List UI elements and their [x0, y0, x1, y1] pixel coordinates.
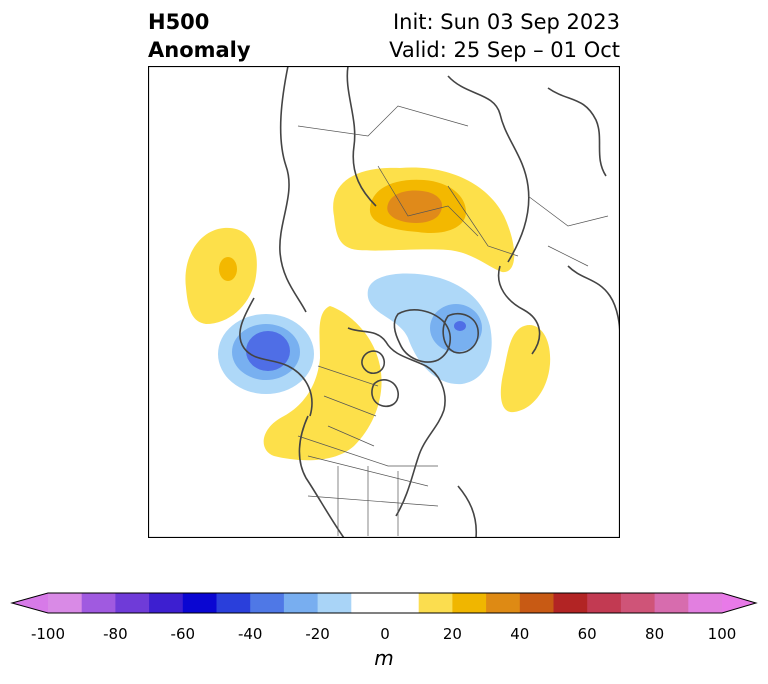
- colorbar-over-arrow: [722, 593, 756, 613]
- colorbar-bin: [688, 593, 723, 613]
- colorbar-bin: [81, 593, 116, 613]
- colorbar-bin: [182, 593, 217, 613]
- colorbar-bin: [486, 593, 521, 613]
- colorbar-bin: [250, 593, 285, 613]
- colorbar-tick-label: -40: [237, 625, 263, 643]
- init-date: Init: Sun 03 Sep 2023: [392, 10, 620, 34]
- negative-anomaly-alaska: [218, 314, 314, 394]
- colorbar-tick-label: -60: [170, 625, 196, 643]
- colorbar-bin: [283, 593, 319, 613]
- title-variable: H500: [148, 10, 210, 34]
- colorbar-tick-label: 40: [510, 625, 530, 643]
- colorbar-bin: [149, 593, 184, 613]
- title-field: Anomaly: [148, 38, 251, 62]
- colorbar-bin: [620, 593, 656, 613]
- colorbar-bin: [587, 593, 622, 613]
- map-dates: Init: Sun 03 Sep 2023 Valid: 25 Sep – 01…: [389, 8, 620, 64]
- positive-anomaly-west: [185, 227, 257, 324]
- coastlines: [239, 66, 620, 538]
- colorbar-bin: [115, 593, 150, 613]
- colorbar-tick-label: -80: [103, 625, 128, 643]
- colorbar-bin: [553, 593, 588, 613]
- positive-anomaly-atlantic: [500, 325, 551, 413]
- colorbar: [10, 592, 758, 614]
- colorbar-bin: [452, 593, 487, 613]
- colorbar-bin: [216, 593, 251, 613]
- colorbar-tick-label: 80: [645, 625, 665, 643]
- colorbar-tick-label: -20: [305, 625, 330, 643]
- political-borders: [297, 105, 609, 536]
- colorbar-bin: [519, 593, 554, 613]
- colorbar-under-arrow: [12, 593, 48, 613]
- map-title: H500 Anomaly: [148, 8, 251, 64]
- colorbar-bin: [418, 593, 453, 613]
- colorbar-bin: [654, 593, 689, 613]
- colorbar-tick-label: -100: [30, 625, 66, 643]
- colorbar-tick-label: 0: [380, 625, 390, 643]
- colorbar-bin: [385, 593, 420, 613]
- colorbar-bin: [317, 593, 352, 613]
- colorbar-tick-label: 100: [707, 625, 737, 643]
- anomaly-map: [148, 66, 620, 538]
- colorbar-bin: [48, 593, 83, 613]
- colorbar-tick-label: 20: [442, 625, 462, 643]
- colorbar-tick-label: 60: [577, 625, 597, 643]
- positive-anomaly-north-america: [263, 306, 382, 461]
- map-border: [148, 66, 620, 538]
- colorbar-unit: m: [374, 646, 394, 670]
- colorbar-bin: [351, 593, 386, 613]
- valid-range: Valid: 25 Sep – 01 Oct: [389, 38, 620, 62]
